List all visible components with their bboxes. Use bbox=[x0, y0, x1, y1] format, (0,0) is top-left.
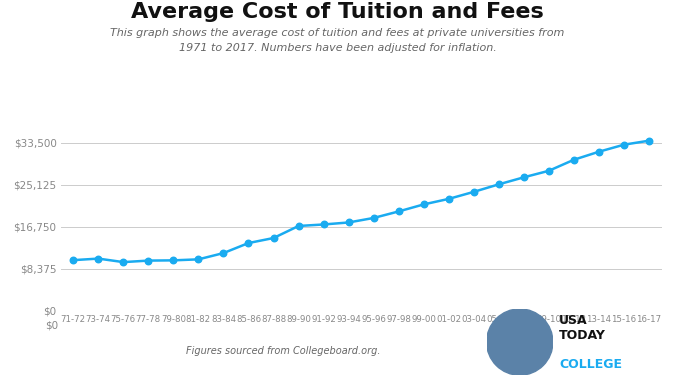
Point bbox=[543, 168, 554, 174]
Point bbox=[568, 157, 579, 163]
Point bbox=[343, 219, 354, 226]
Point bbox=[68, 257, 79, 263]
Point bbox=[193, 256, 204, 262]
Text: Average Cost of Tuition and Fees: Average Cost of Tuition and Fees bbox=[131, 2, 544, 22]
Point bbox=[394, 208, 404, 215]
Point bbox=[468, 189, 479, 195]
Text: $0: $0 bbox=[45, 321, 58, 330]
Point bbox=[518, 174, 529, 180]
Point bbox=[643, 138, 654, 144]
Point bbox=[218, 250, 229, 256]
Text: This graph shows the average cost of tuition and fees at private universities fr: This graph shows the average cost of tui… bbox=[110, 28, 565, 53]
Point bbox=[443, 196, 454, 202]
Point bbox=[168, 257, 179, 263]
Point bbox=[593, 149, 604, 155]
Point bbox=[268, 235, 279, 241]
Text: USA
TODAY: USA TODAY bbox=[559, 314, 605, 342]
Point bbox=[318, 221, 329, 227]
Point bbox=[93, 255, 104, 262]
Point bbox=[618, 142, 629, 148]
Point bbox=[493, 181, 504, 187]
Text: Figures sourced from Collegeboard.org.: Figures sourced from Collegeboard.org. bbox=[186, 346, 381, 356]
Point bbox=[369, 215, 379, 221]
Point bbox=[118, 259, 129, 265]
Point bbox=[293, 223, 304, 229]
Point bbox=[143, 258, 154, 264]
Text: COLLEGE: COLLEGE bbox=[559, 358, 622, 371]
Ellipse shape bbox=[487, 309, 553, 375]
Point bbox=[418, 201, 429, 207]
Point bbox=[243, 240, 254, 246]
